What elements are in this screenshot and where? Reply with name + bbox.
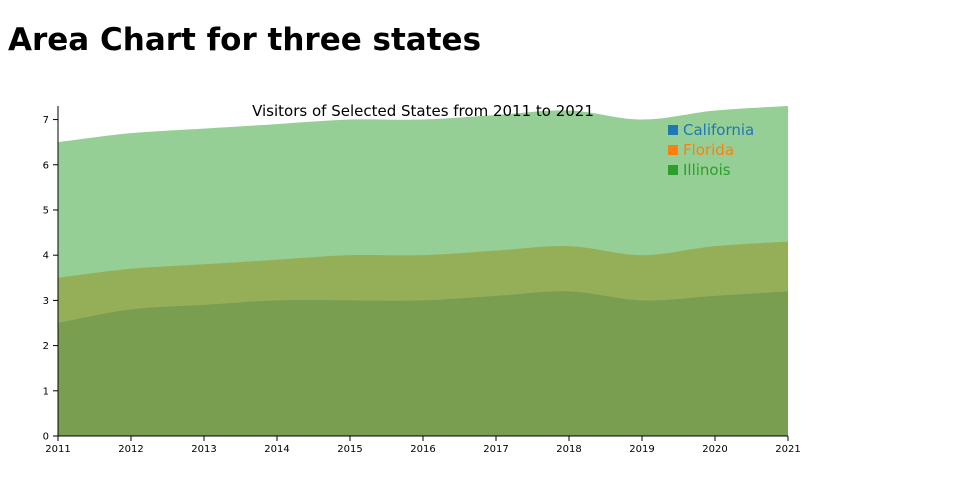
x-tick-label: 2016	[410, 444, 435, 455]
x-tick-label: 2014	[264, 444, 289, 455]
x-tick-label: 2012	[118, 444, 143, 455]
legend-item-california[interactable]: California	[668, 121, 754, 139]
y-tick-label: 3	[43, 296, 49, 307]
y-tick-label: 2	[43, 341, 49, 352]
legend-item-illinois[interactable]: Illinois	[668, 161, 731, 179]
y-tick-label: 6	[43, 160, 49, 171]
area-illinois	[58, 106, 788, 436]
legend-label: Florida	[683, 141, 734, 159]
y-tick-label: 4	[43, 251, 49, 262]
legend-swatch	[668, 125, 678, 135]
legend-item-florida[interactable]: Florida	[668, 141, 734, 159]
y-tick-label: 5	[43, 205, 49, 216]
x-tick-label: 2018	[556, 444, 581, 455]
x-tick-label: 2020	[702, 444, 727, 455]
x-tick-label: 2013	[191, 444, 216, 455]
x-tick-label: 2017	[483, 444, 508, 455]
legend-swatch	[668, 165, 678, 175]
x-tick-label: 2019	[629, 444, 654, 455]
x-tick-label: 2021	[775, 444, 800, 455]
x-tick-label: 2011	[45, 444, 70, 455]
y-tick-label: 0	[43, 432, 49, 443]
legend-swatch	[668, 145, 678, 155]
chart-title: Visitors of Selected States from 2011 to…	[252, 102, 594, 120]
legend[interactable]: California Florida Illinois	[668, 121, 754, 179]
axes-layer: 0 1 2 3 4 5 6 7 2011 2012 2013 2014 2015 2016 2017 2018…	[43, 106, 801, 455]
y-tick-label: 1	[43, 386, 49, 397]
areas-layer	[58, 106, 788, 436]
y-tick-label: 7	[43, 115, 49, 126]
x-tick-label: 2015	[337, 444, 362, 455]
legend-label: Illinois	[683, 161, 731, 179]
legend-label: California	[683, 121, 754, 139]
page-title: Area Chart for three states	[8, 22, 482, 58]
